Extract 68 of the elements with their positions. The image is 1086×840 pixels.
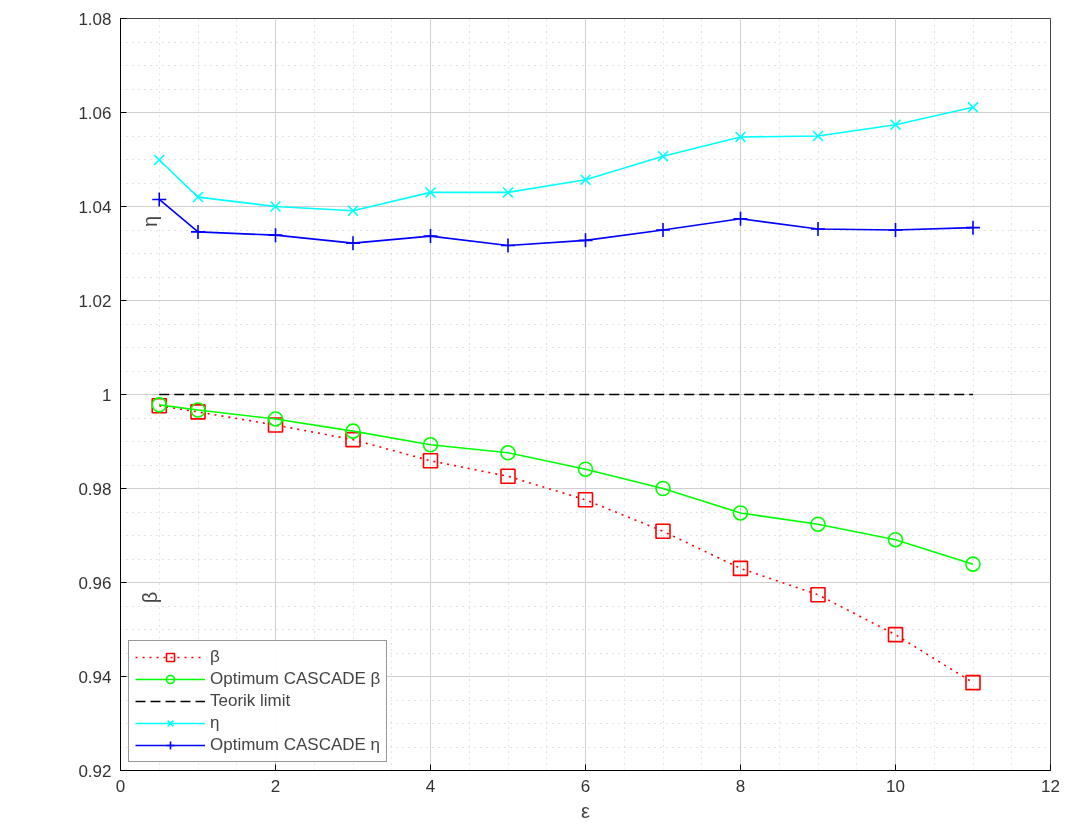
y-tick-label: 1.02 (78, 291, 112, 311)
point (732, 505, 749, 521)
point (655, 222, 671, 238)
point (269, 200, 282, 213)
y-tick-label: 0.94 (78, 667, 112, 687)
point (655, 480, 671, 497)
y-tick-label: 1.08 (78, 9, 112, 29)
point (887, 531, 904, 548)
x-tick-label: 2 (270, 776, 281, 796)
x-tick-label: 8 (735, 776, 746, 796)
point (500, 468, 516, 485)
y-tick-label: 1 (102, 385, 112, 405)
point (422, 437, 439, 453)
point (965, 674, 981, 691)
point (424, 186, 437, 199)
legend-label: Optimum CASCADE β (210, 669, 381, 689)
point (345, 431, 361, 448)
point (577, 232, 594, 249)
point (422, 228, 439, 244)
point (732, 560, 749, 577)
y-tick-label: 0.92 (78, 761, 112, 781)
point (810, 221, 826, 237)
point (345, 423, 361, 439)
x-tick-label: 0 (115, 776, 126, 796)
x-tick-label: 6 (580, 776, 591, 796)
point (887, 222, 904, 238)
y-tick-label: 1.06 (78, 103, 112, 123)
point (267, 227, 284, 243)
point (267, 411, 284, 427)
y-tick-label: 0.98 (78, 479, 112, 499)
legend-label: Teorik limit (210, 691, 291, 711)
point (734, 131, 747, 143)
point (192, 191, 204, 203)
point (151, 191, 168, 208)
point (732, 210, 749, 227)
y-tick-label: 1.04 (78, 197, 112, 217)
point (655, 523, 671, 540)
point (812, 130, 824, 142)
point (190, 224, 206, 240)
point (579, 173, 592, 186)
point (965, 556, 981, 572)
annotation: β (138, 591, 161, 604)
point (889, 118, 902, 131)
legend-label: β (210, 647, 221, 667)
point (810, 516, 826, 533)
y-axis-title: η (138, 215, 161, 228)
point (345, 235, 361, 251)
point (965, 219, 981, 236)
point (577, 491, 594, 508)
point (657, 150, 669, 162)
x-tick-label: 4 (425, 776, 436, 796)
point (500, 237, 516, 254)
point (347, 204, 359, 217)
y-tick-label: 0.96 (78, 573, 112, 593)
point (887, 626, 904, 643)
point (502, 186, 514, 199)
legend-label: Optimum CASCADE η (210, 735, 381, 755)
x-axis-title: ε (581, 799, 591, 822)
point (810, 586, 826, 603)
point (153, 154, 165, 166)
point (422, 452, 439, 469)
point (500, 444, 516, 461)
x-tick-label: 10 (886, 776, 905, 796)
legend-label: η (210, 713, 221, 733)
point (577, 461, 594, 478)
x-tick-label: 12 (1041, 776, 1060, 796)
point (267, 417, 284, 433)
point (967, 101, 979, 114)
